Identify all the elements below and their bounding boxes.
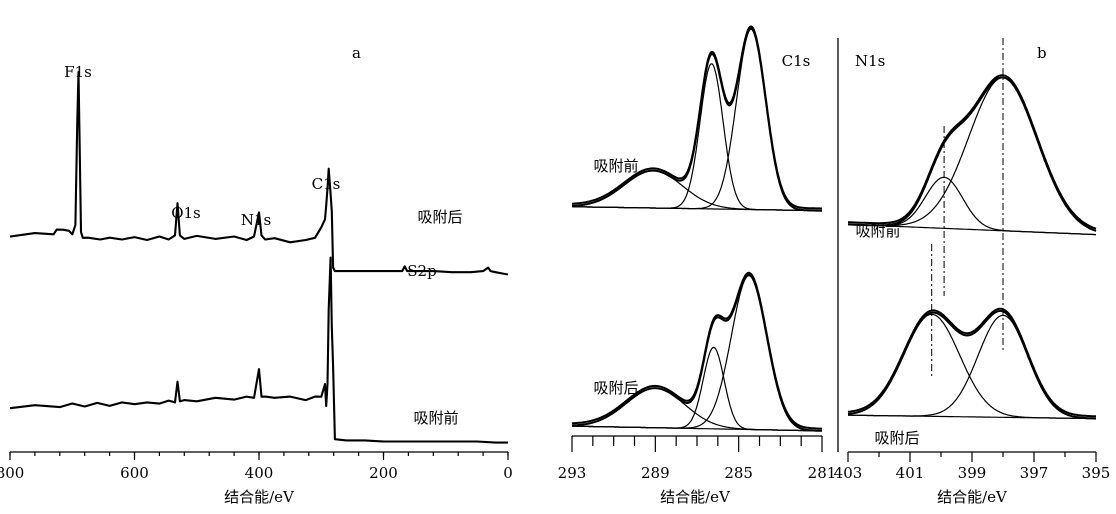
s2p-label: S2p [407, 262, 436, 280]
panel-c1s-x-axis [571, 435, 823, 452]
panel-a-x-label: 结合能/eV [224, 488, 295, 506]
panel-a-tick-label: 800 [0, 464, 24, 482]
panel-b-x-label: 结合能/eV [937, 488, 1008, 506]
component-peak-1 [848, 77, 1097, 232]
panel-b-tick-label: 395 [1082, 464, 1111, 482]
c1s-label: C1s [312, 175, 341, 193]
panel-b-tick-label: 403 [834, 464, 863, 482]
component-peak-1 [848, 314, 1096, 420]
panel-b-spectra [847, 38, 1097, 420]
panel-b-tick-labels: 403 401 399 397 395 [834, 464, 1111, 482]
panel-c1s-x-label: 结合能/eV [660, 488, 731, 506]
panel-c1s: C1s 293 289 285 281 结合能/eV 吸附前 吸附后 [558, 25, 837, 506]
c1s-before-label: 吸附前 [593, 157, 638, 175]
panel-c1s-tick-label: 293 [558, 464, 587, 482]
measured-envelope [847, 309, 1096, 420]
panel-b-tick-label: 401 [896, 464, 925, 482]
fitted-envelope [572, 25, 822, 210]
component-peak-0 [572, 170, 822, 212]
panel-a-tick-label: 400 [245, 464, 274, 482]
panel-a-series-label-before: 吸附前 [413, 409, 458, 427]
panel-a-tick-label: 0 [503, 464, 513, 482]
panel-a-x-axis [9, 451, 509, 460]
n1s-label: N1s [241, 211, 271, 229]
n1s-before-label: 吸附前 [855, 222, 900, 240]
fitted-envelope [848, 74, 1097, 230]
survey-line-1 [9, 256, 508, 444]
component-peak-0 [847, 313, 1096, 420]
panel-a-tick-label: 200 [369, 464, 398, 482]
n1s-after-label: 吸附后 [874, 429, 919, 447]
panel-c1s-tick-label: 281 [808, 464, 837, 482]
panel-b-tick-label: 397 [1020, 464, 1049, 482]
panel-b: N1s b 403 401 399 397 395 结合能/eV 吸附前 吸附后 [834, 38, 1111, 506]
panel-b-tick-label: 399 [958, 464, 987, 482]
panel-a-letter: a [352, 44, 361, 62]
panel-c1s-tick-label: 285 [724, 464, 753, 482]
o1s-label: O1s [171, 204, 201, 222]
panel-c1s-tick-label: 289 [641, 464, 670, 482]
survey-line-0 [9, 71, 509, 276]
panel-a-tick-label: 600 [120, 464, 149, 482]
panel-a-series-label-after: 吸附后 [417, 208, 462, 226]
panel-a: a 800 600 400 200 0 结合能/eV F1s O1s N1s C1s S… [0, 44, 513, 506]
panel-b-title: N1s [855, 52, 885, 70]
panel-a-series [9, 71, 509, 444]
c1s-after-label: 吸附后 [593, 379, 638, 397]
measured-envelope [848, 76, 1097, 232]
panel-c1s-tick-labels: 293 289 285 281 [558, 464, 837, 482]
panel-a-tick-labels: 800 600 400 200 0 [0, 464, 513, 482]
panel-c1s-spectra [571, 25, 823, 432]
fitted-envelope [847, 307, 1096, 418]
panel-c1s-title: C1s [782, 52, 811, 70]
panel-b-letter: b [1037, 44, 1047, 62]
panel-b-x-axis [847, 451, 1097, 462]
fitted-envelope [571, 271, 823, 430]
f1s-label: F1s [64, 63, 92, 81]
